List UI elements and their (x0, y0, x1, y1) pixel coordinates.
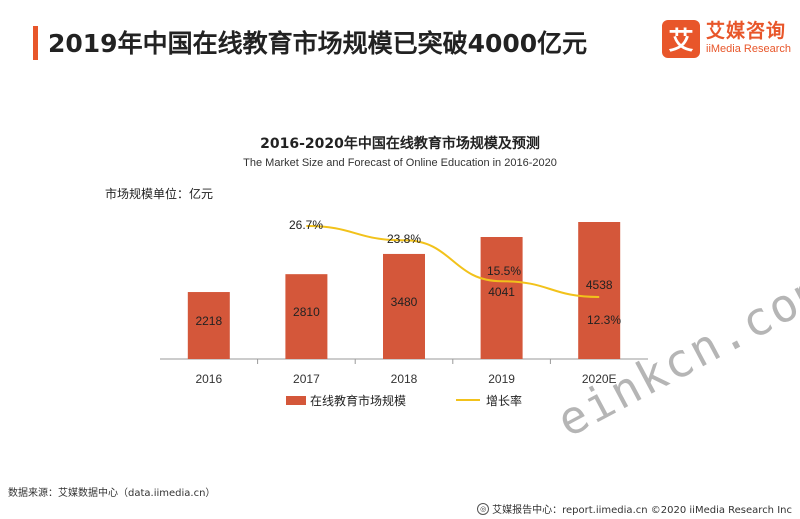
title-accent-bar (33, 26, 38, 60)
chart-title: 2016-2020年中国在线教育市场规模及预测 (260, 136, 540, 152)
bar-value-label: 3480 (391, 295, 418, 309)
data-source: 数据来源：艾媒数据中心（data.iimedia.cn） (8, 488, 216, 499)
x-tick-label: 2020E (582, 372, 617, 386)
legend-line-label: 增长率 (486, 393, 522, 408)
growth-rate-label: 12.3% (587, 313, 621, 327)
iimedia-logo: 艾 艾媒咨询 iiMedia Research (662, 20, 791, 58)
logo-name-cn: 艾媒咨询 (706, 20, 787, 42)
page-title: 2019年中国在线教育市场规模已突破4000亿元 (48, 29, 588, 58)
report-credit: ◎ 艾媒报告中心：report.iimedia.cn ©2020 iiMedia… (477, 501, 792, 516)
bar-value-label: 4041 (488, 285, 515, 299)
bar-2016 (187, 292, 230, 359)
x-tick-label: 2018 (391, 372, 418, 386)
growth-rate-line (306, 225, 600, 298)
report-icon: ◎ (477, 502, 490, 515)
growth-rate-label: 26.7% (289, 218, 323, 232)
unit-label: 市场规模单位：亿元 (105, 187, 214, 201)
legend-bar-swatch (286, 396, 306, 405)
legend-bar-label: 在线教育市场规模 (310, 393, 406, 408)
bar-2019 (480, 237, 523, 359)
growth-rate-label: 15.5% (487, 264, 521, 278)
x-tick-label: 2019 (488, 372, 515, 386)
bar-2018 (383, 253, 425, 359)
bar-value-label: 4538 (586, 278, 613, 292)
bar-value-label: 2218 (195, 314, 222, 328)
logo-name-en: iiMedia Research (706, 43, 791, 55)
report-credit-text: 艾媒报告中心：report.iimedia.cn ©2020 iiMedia R… (492, 505, 792, 516)
x-tick-label: 2017 (293, 372, 320, 386)
bar-2020E (578, 222, 621, 359)
growth-rate-label: 23.8% (387, 232, 421, 246)
chart-subtitle: The Market Size and Forecast of Online E… (243, 157, 557, 169)
bar-2017 (285, 274, 328, 359)
logo-icon: 艾 (662, 20, 700, 58)
x-tick-label: 2016 (195, 372, 222, 386)
bar-value-label: 2810 (293, 305, 320, 319)
